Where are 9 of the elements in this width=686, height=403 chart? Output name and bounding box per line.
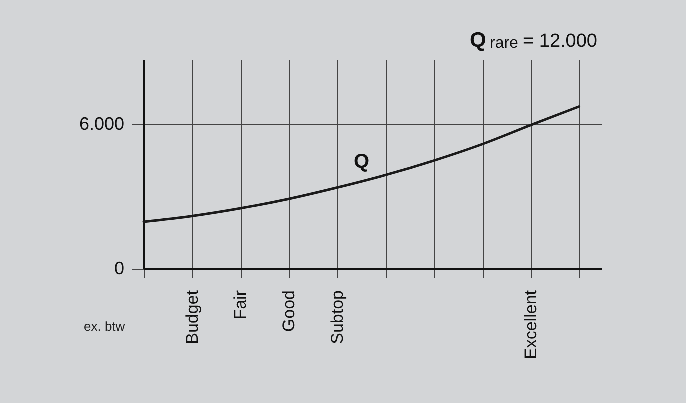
y-tick-label: 0 bbox=[114, 258, 124, 278]
x-tick-label: Subtop bbox=[328, 290, 347, 344]
text: ex. btw bbox=[84, 319, 126, 334]
x-tick-label: Good bbox=[280, 290, 299, 332]
x-tick-label: Fair bbox=[231, 290, 250, 320]
x-tick-label: Excellent bbox=[521, 290, 540, 360]
series-label: Q bbox=[354, 151, 370, 174]
y-tick-label: 6.000 bbox=[79, 114, 124, 134]
x-tick-label: Budget bbox=[182, 290, 202, 344]
